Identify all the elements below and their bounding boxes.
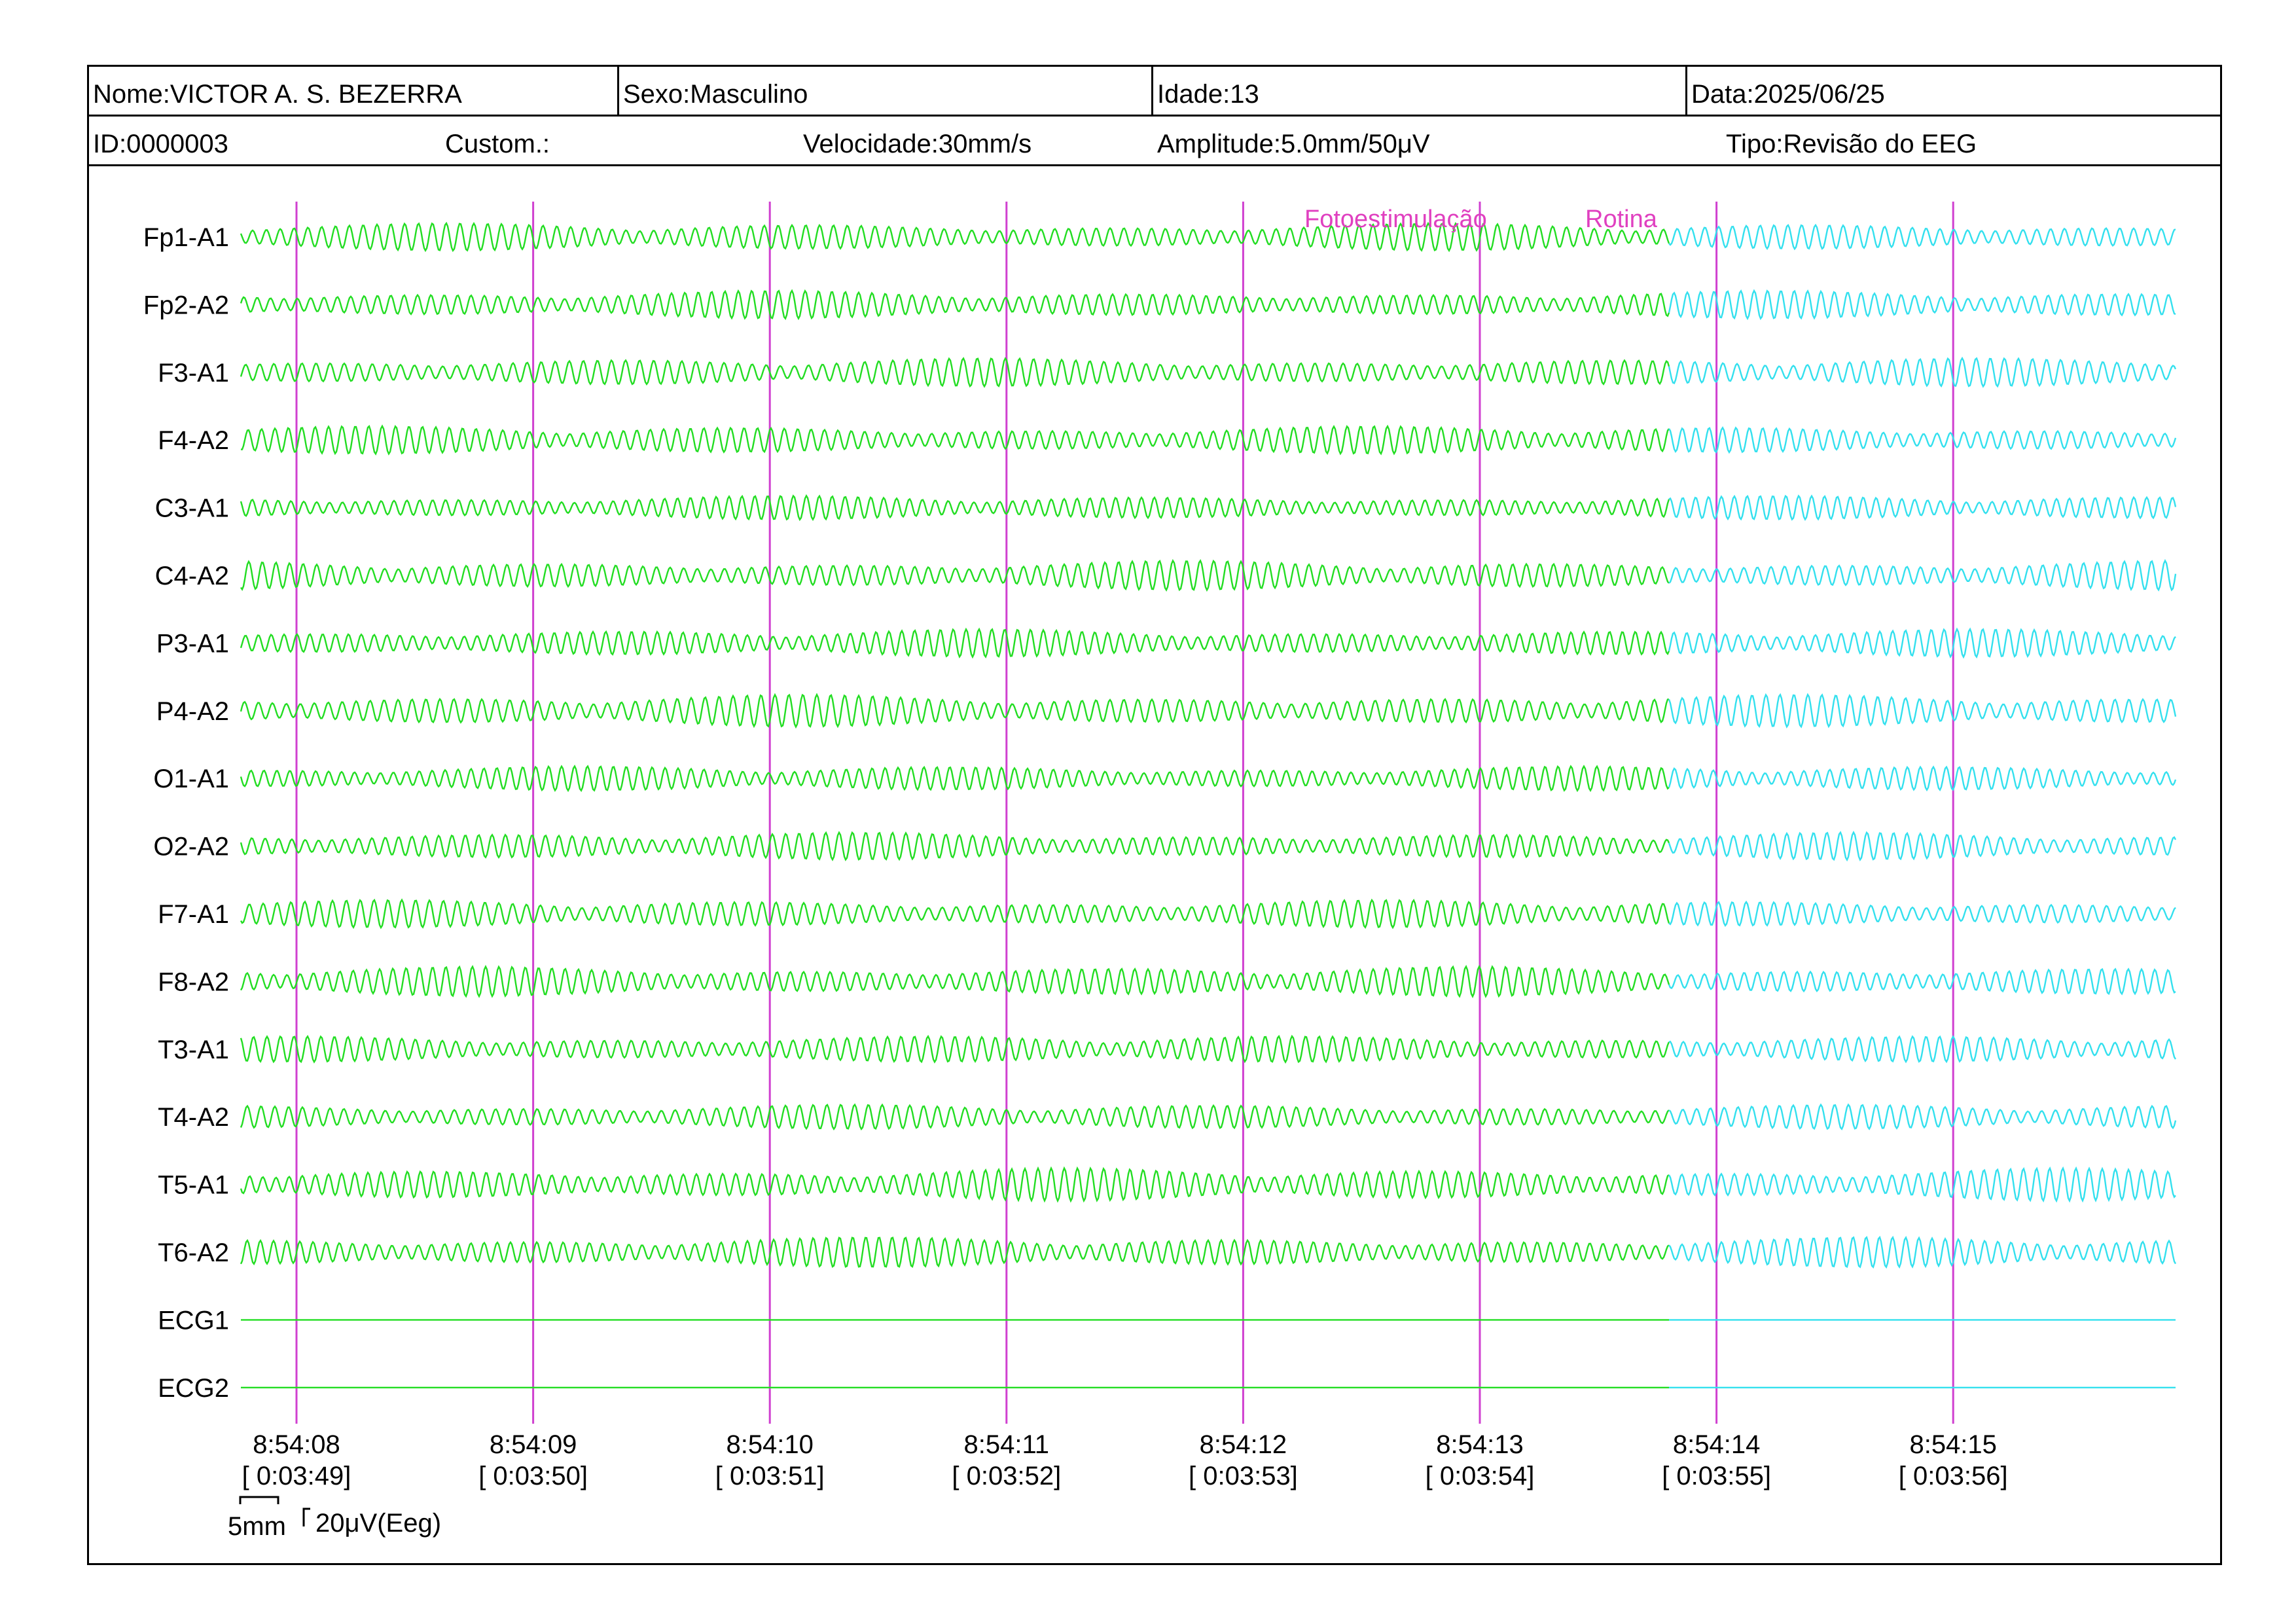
channel-label: Fp1-A1	[143, 223, 229, 252]
channel-label: T4-A2	[158, 1103, 229, 1132]
patient-info-row: Nome:VICTOR A. S. BEZERRA Sexo:Masculino…	[89, 67, 2220, 117]
time-elapsed-label: [ 0:03:50]	[478, 1462, 588, 1490]
scale-bar: 5mm 20μV(Eeg)	[228, 1496, 441, 1541]
eeg-report-frame: Nome:VICTOR A. S. BEZERRA Sexo:Masculino…	[87, 65, 2222, 1565]
channel-trace	[1668, 289, 2176, 321]
channel-label: O2-A2	[153, 833, 229, 861]
time-clock-label: 8:54:15	[1909, 1430, 1996, 1459]
time-elapsed-label: [ 0:03:52]	[952, 1462, 1061, 1490]
channel-trace	[240, 357, 1670, 388]
channel-trace	[240, 898, 1670, 929]
time-scale-label: 5mm	[228, 1512, 286, 1541]
amplitude-scale-label: 20μV(Eeg)	[315, 1509, 441, 1538]
time-clock-label: 8:54:08	[253, 1430, 340, 1459]
event-annotations: Fotoestimulação Rotina	[1304, 206, 1658, 233]
channel-label: Fp2-A2	[143, 291, 229, 319]
channel-label: ECG1	[158, 1306, 229, 1335]
channel-trace	[240, 765, 1670, 793]
patient-id: ID:0000003	[93, 130, 228, 158]
channel-trace	[1668, 765, 2177, 792]
event-rotina: Rotina	[1585, 206, 1658, 233]
time-clock-label: 8:54:13	[1436, 1430, 1523, 1459]
channel-label: T5-A1	[158, 1171, 229, 1200]
channel-trace	[1668, 1103, 2177, 1130]
channel-trace	[1668, 223, 2176, 251]
recording-info-row: ID:0000003 Custom.: Velocidade:30mm/s Am…	[89, 117, 2220, 166]
channel-trace	[240, 494, 1670, 522]
time-scale-bracket	[239, 1496, 279, 1504]
channel-trace	[1668, 831, 2177, 862]
speed-setting: Velocidade:30mm/s	[803, 130, 1032, 158]
channel-trace	[1668, 426, 2177, 454]
patient-name: Nome:VICTOR A. S. BEZERRA	[93, 80, 462, 109]
channel-label: F4-A2	[158, 426, 229, 455]
time-elapsed-label: [ 0:03:51]	[715, 1462, 825, 1490]
eeg-traces	[240, 221, 2177, 1388]
channel-trace	[240, 1236, 1670, 1269]
channel-label: C3-A1	[155, 494, 229, 523]
channel-trace	[240, 1034, 1670, 1064]
time-elapsed-label: [ 0:03:56]	[1899, 1462, 2008, 1490]
channel-trace	[1668, 356, 2177, 388]
channel-trace	[240, 424, 1670, 456]
time-clock-label: 8:54:12	[1200, 1430, 1287, 1459]
time-elapsed-label: [ 0:03:53]	[1189, 1462, 1298, 1490]
time-elapsed-label: [ 0:03:49]	[242, 1462, 351, 1490]
channel-trace	[240, 1103, 1670, 1131]
channel-trace	[240, 627, 1670, 659]
channel-trace	[1668, 1035, 2177, 1064]
channel-label: F7-A1	[158, 900, 229, 929]
channel-label: C4-A2	[155, 562, 229, 590]
second-markers	[295, 202, 1954, 1424]
time-clock-label: 8:54:09	[490, 1430, 577, 1459]
channel-label: T6-A2	[158, 1238, 229, 1267]
channel-trace	[240, 693, 1670, 729]
time-clock-label: 8:54:14	[1673, 1430, 1760, 1459]
channel-trace	[1668, 967, 2176, 996]
channel-label: ECG2	[158, 1374, 229, 1403]
channel-trace	[240, 831, 1670, 861]
channel-trace	[1668, 494, 2177, 521]
channel-trace	[1668, 1166, 2176, 1203]
amplitude-scale-bracket	[302, 1507, 310, 1526]
channel-trace	[240, 558, 1670, 592]
channel-label: T3-A1	[158, 1036, 229, 1064]
channel-trace	[1668, 900, 2176, 928]
channel-trace	[1668, 693, 2177, 729]
amplitude-setting: Amplitude:5.0mm/50μV	[1157, 130, 1430, 158]
channel-labels: Fp1-A1 Fp2-A2 F3-A1 F4-A2 C3-A1 C4-A2 P3-A1 P4-…	[143, 223, 229, 1403]
channel-trace	[1668, 559, 2177, 592]
time-axis: 8:54:08 [ 0:03:49] 8:54:09 [ 0:03:50] 8:54:1…	[242, 1430, 2008, 1490]
exam-date: Data:2025/06/25	[1685, 67, 2222, 115]
channel-label: F8-A2	[158, 967, 229, 996]
channel-trace	[240, 221, 1670, 253]
channel-label: F3-A1	[158, 359, 229, 388]
patient-age: Idade:13	[1151, 67, 1685, 115]
channel-label: O1-A1	[153, 765, 229, 793]
event-fotoestimulacao: Fotoestimulação	[1304, 206, 1487, 233]
channel-label: P4-A2	[156, 697, 229, 726]
channel-trace	[240, 1166, 1670, 1203]
custom-field: Custom.:	[445, 130, 550, 158]
time-elapsed-label: [ 0:03:55]	[1662, 1462, 1771, 1490]
exam-type: Tipo:Revisão do EEG	[1726, 130, 1977, 158]
patient-sex: Sexo:Masculino	[617, 67, 1151, 115]
channel-label: P3-A1	[156, 629, 229, 658]
time-clock-label: 8:54:11	[964, 1430, 1050, 1459]
channel-trace	[240, 964, 1670, 999]
channel-trace	[1668, 1235, 2177, 1269]
time-clock-label: 8:54:10	[726, 1430, 813, 1459]
channel-trace	[1668, 627, 2176, 659]
channel-trace	[240, 289, 1670, 321]
time-elapsed-label: [ 0:03:54]	[1426, 1462, 1535, 1490]
